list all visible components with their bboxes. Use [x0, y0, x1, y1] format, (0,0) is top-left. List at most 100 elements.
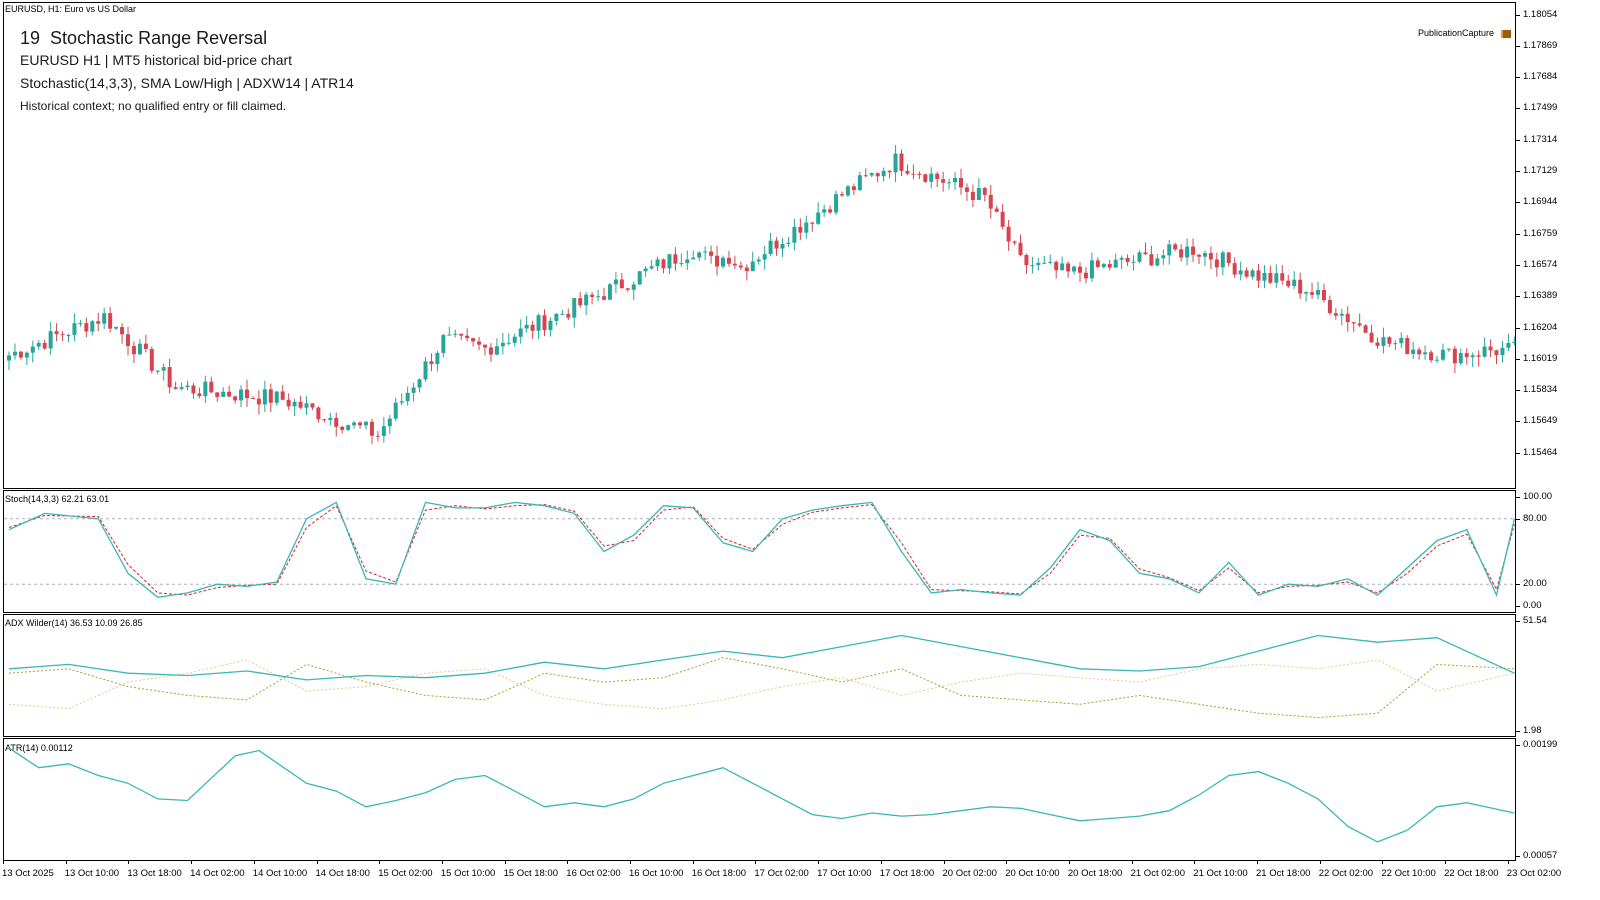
- time-tick: [253, 860, 255, 864]
- candle-bear: [530, 324, 535, 331]
- candle-bear: [1310, 292, 1315, 295]
- candle-bear: [1244, 270, 1249, 277]
- candle-bull: [1072, 266, 1077, 272]
- candle-bear: [488, 347, 493, 355]
- candle-bear: [1494, 350, 1499, 356]
- price-tick: 1.16389: [1516, 290, 1600, 302]
- candle-bear: [1298, 279, 1303, 294]
- candle-bull: [679, 263, 684, 265]
- candle-bull: [1113, 259, 1118, 268]
- candle-bull: [221, 391, 226, 397]
- time-tick: [818, 860, 820, 864]
- price-tick: 1.16019: [1516, 353, 1600, 365]
- candle-bull: [24, 352, 29, 358]
- adx-axis: 51.54 1.98: [1516, 614, 1600, 738]
- candle-bear: [851, 186, 856, 191]
- candle-bear: [959, 177, 963, 188]
- adx-tick: 51.54: [1516, 615, 1600, 627]
- candle-bear: [429, 361, 434, 365]
- candle-bull: [387, 418, 392, 427]
- time-tick-label: 16 Oct 02:00: [566, 868, 621, 879]
- time-tick: [943, 860, 945, 864]
- candle-bull: [1137, 252, 1142, 262]
- stoch-signal-line: [8, 504, 1515, 596]
- candle-bull: [292, 401, 297, 407]
- publication-capture[interactable]: PublicationCapture: [1418, 28, 1511, 38]
- candle-bull: [239, 389, 244, 401]
- candle-bull: [1185, 246, 1190, 258]
- candle-bull: [78, 323, 83, 325]
- candle-bear: [1387, 337, 1392, 344]
- time-tick-label: 20 Oct 10:00: [1005, 868, 1060, 879]
- candle-bull: [572, 298, 577, 318]
- time-tick: [630, 860, 631, 864]
- candle-bull: [607, 284, 612, 300]
- candle-bear: [227, 391, 232, 397]
- candle-bear: [233, 396, 238, 401]
- candle-bull: [1411, 349, 1416, 354]
- price-tick: 1.16759: [1516, 228, 1600, 240]
- candle-bear: [738, 265, 743, 268]
- price-tick-label: 1.15834: [1523, 384, 1558, 396]
- candle-bull: [399, 401, 404, 403]
- candle-bull: [953, 177, 958, 183]
- time-tick-label: 23 Oct 02:00: [1506, 868, 1562, 879]
- candle-bear: [250, 398, 255, 400]
- stoch-label: Stoch(14,3,3) 62.21 63.01: [5, 494, 110, 504]
- price-tick-label: 1.17129: [1523, 165, 1558, 176]
- candle-bull: [48, 331, 53, 349]
- candle-bear: [887, 170, 892, 173]
- candle-bear: [126, 334, 130, 347]
- candle-bear: [1351, 322, 1356, 324]
- price-tick-label: 1.15464: [1523, 446, 1558, 458]
- candle-bull: [584, 294, 589, 306]
- candle-bear: [483, 344, 487, 348]
- candle-bear: [1006, 226, 1011, 242]
- price-pane[interactable]: [3, 2, 1516, 489]
- atr-pane[interactable]: [3, 738, 1516, 861]
- candle-bull: [560, 313, 565, 315]
- candle-bear: [840, 194, 844, 196]
- atr-tick: 0.00057: [1516, 850, 1600, 862]
- candle-bear: [1256, 270, 1261, 281]
- time-tick-label: 16 Oct 10:00: [629, 868, 684, 879]
- adx-pane[interactable]: [3, 614, 1516, 737]
- candle-bear: [1375, 342, 1380, 346]
- time-tick-label: 22 Oct 02:00: [1318, 868, 1374, 879]
- candle-bull: [1458, 353, 1463, 364]
- price-tick: 1.17499: [1516, 102, 1600, 114]
- candle-bull: [1482, 346, 1487, 357]
- candle-bear: [268, 389, 273, 403]
- price-tick: 1.15464: [1516, 447, 1600, 459]
- candle-bear: [1226, 252, 1231, 264]
- time-tick-label: 20 Oct 18:00: [1067, 868, 1123, 879]
- stoch-tick: 100.00: [1516, 491, 1600, 503]
- candle-bear: [810, 222, 815, 224]
- candle-bear: [120, 327, 125, 335]
- time-tick: [567, 860, 569, 864]
- candle-bear: [923, 174, 928, 182]
- atr-tick: 0.00199: [1516, 739, 1600, 751]
- candle-bear: [1429, 352, 1434, 361]
- candle-bull: [1048, 261, 1053, 263]
- candle-bull: [792, 226, 797, 243]
- candle-bull: [1155, 258, 1160, 266]
- price-tick: 1.15649: [1516, 415, 1600, 427]
- chart-title-text: Stochastic Range Reversal: [50, 28, 268, 48]
- candle-bull: [1393, 343, 1398, 345]
- atr-tick-label: 0.00199: [1523, 739, 1558, 750]
- candle-bear: [625, 288, 630, 290]
- candle-bear: [173, 387, 178, 389]
- candle-bear: [1208, 253, 1213, 260]
- candle-bear: [1464, 353, 1469, 358]
- candle-bull: [750, 261, 755, 272]
- price-tick-label: 1.16759: [1523, 227, 1558, 239]
- price-tick-label: 1.18054: [1523, 8, 1558, 20]
- price-tick-label: 1.16204: [1523, 321, 1558, 333]
- time-tick-label: 22 Oct 10:00: [1381, 868, 1436, 879]
- time-tick: [1131, 860, 1133, 864]
- candle-bear: [459, 333, 464, 336]
- capture-icon: [1500, 29, 1511, 38]
- candle-bull: [393, 402, 398, 419]
- candle-bear: [578, 298, 583, 306]
